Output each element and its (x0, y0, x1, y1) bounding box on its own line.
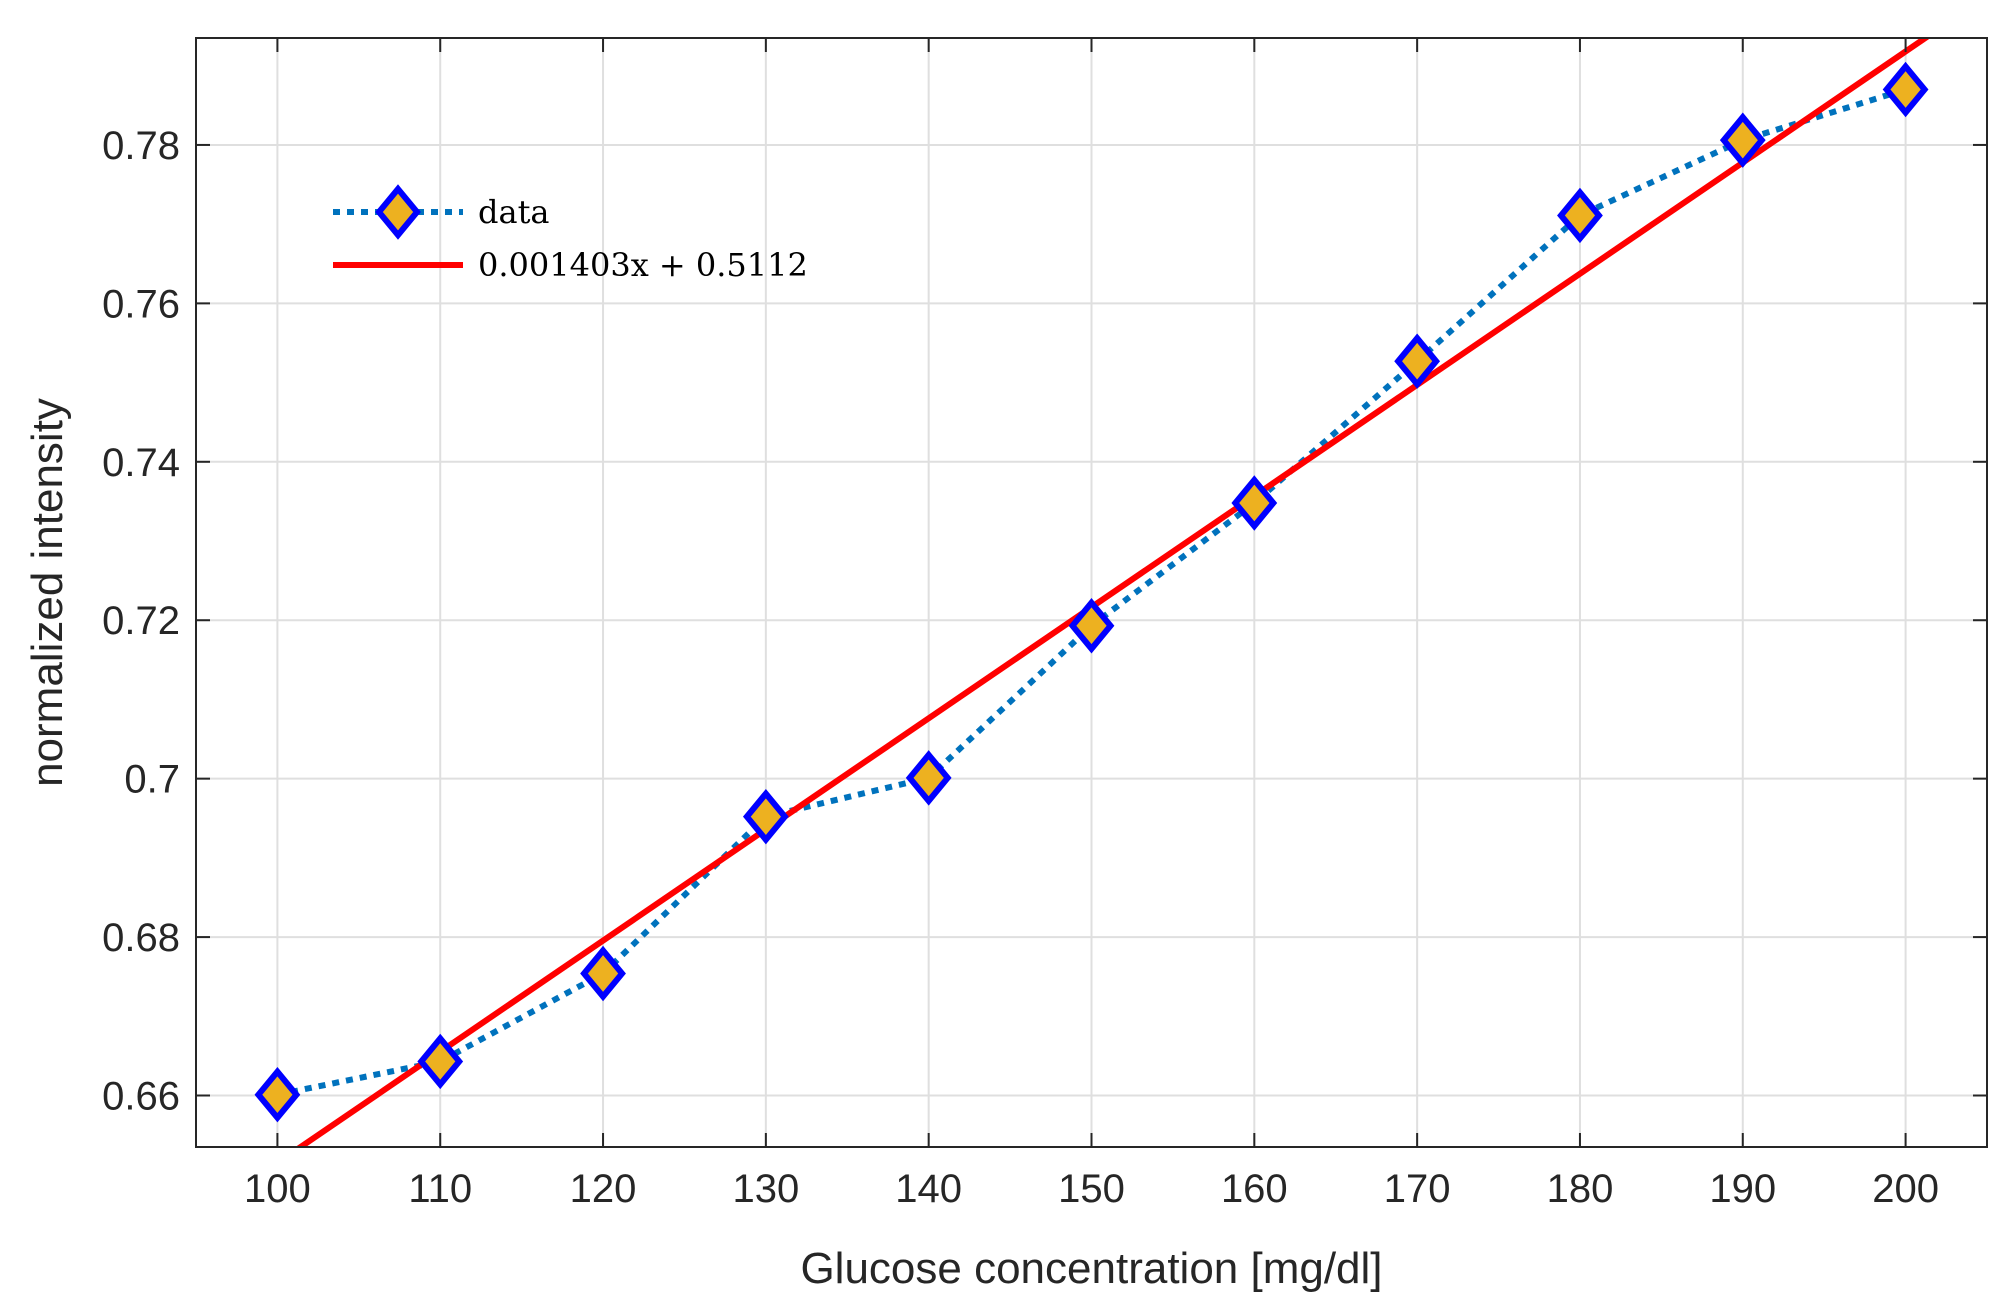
data-point-diamond (1557, 187, 1603, 244)
y-axis-title: normalized intensity (23, 398, 72, 787)
grid (196, 38, 1987, 1147)
x-tick-label: 130 (732, 1167, 799, 1211)
x-tick-label: 170 (1384, 1167, 1451, 1211)
y-tick-label: 0.68 (102, 916, 180, 960)
legend: data 0.001403x + 0.5112 (333, 184, 808, 284)
x-tick-label: 200 (1872, 1167, 1939, 1211)
data-point-diamond (1231, 475, 1278, 531)
y-tick-label: 0.74 (102, 441, 180, 485)
data-point-diamond (742, 788, 789, 845)
x-tick-label: 120 (570, 1167, 637, 1211)
x-tick-label: 180 (1547, 1167, 1614, 1211)
x-tick-label: 140 (895, 1167, 962, 1211)
ticks (196, 38, 1987, 1147)
data-point-diamond (580, 945, 626, 1002)
tick-labels: 100 110 120 130 140 150 160 170 180 190 200 0.66 0.6… (102, 124, 1939, 1211)
x-tick-label: 190 (1709, 1167, 1776, 1211)
data-point-diamond (1719, 112, 1766, 168)
legend-data-label: data (478, 193, 550, 231)
y-tick-label: 0.66 (102, 1075, 180, 1119)
legend-entry-data: data (333, 184, 550, 240)
x-axis-title: Glucose concentration [mg/dl] (800, 1244, 1382, 1293)
series-layer (254, 38, 1931, 1147)
x-tick-label: 100 (244, 1167, 311, 1211)
legend-data-diamond-icon (375, 184, 421, 240)
x-tick-label: 150 (1058, 1167, 1125, 1211)
data-point-diamond (254, 1067, 301, 1123)
y-tick-label: 0.78 (102, 124, 180, 168)
x-tick-label: 160 (1221, 1167, 1288, 1211)
y-tick-label: 0.7 (124, 758, 180, 802)
legend-entry-fit: 0.001403x + 0.5112 (333, 246, 808, 284)
data-point-diamond (1882, 61, 1929, 118)
data-point-diamond (905, 750, 952, 806)
x-tick-label: 110 (408, 1167, 472, 1211)
legend-fit-label: 0.001403x + 0.5112 (478, 246, 808, 284)
data-point-diamond (1068, 598, 1115, 654)
data-point-diamond (417, 1033, 464, 1090)
y-tick-label: 0.72 (102, 599, 180, 643)
y-tick-label: 0.76 (102, 282, 180, 326)
data-point-diamond (1394, 333, 1441, 389)
